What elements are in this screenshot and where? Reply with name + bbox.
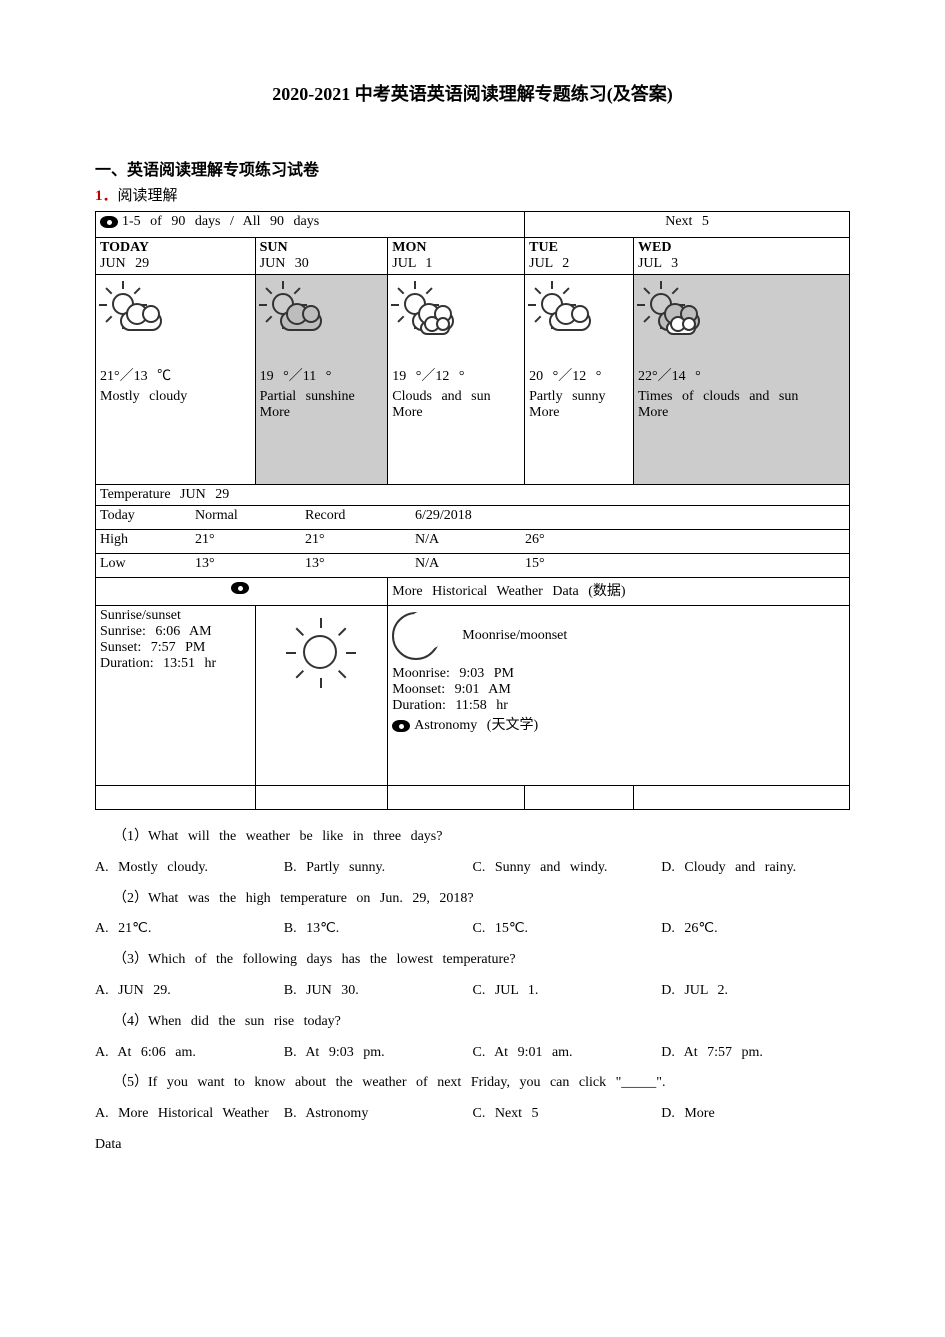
option: D. JUL 2.: [661, 976, 850, 1007]
item-label: 阅读理解: [118, 188, 178, 204]
empty-cell: [96, 786, 256, 810]
forecast-desc: Partial sunshine: [260, 389, 384, 405]
question-text: （3）Which of the following days has the l…: [95, 945, 850, 976]
option: A. More Historical Weather Data: [95, 1099, 284, 1161]
day-header-row: TODAYJUN 29 SUNJUN 30 MONJUL 1 TUEJUL 2 …: [96, 238, 850, 275]
temp-row-low: Low 13° 13° N/A 15°: [96, 554, 850, 578]
item-number: 1．: [95, 188, 118, 204]
temperature-section-title: Temperature JUN 29: [96, 485, 850, 506]
option: B. Astronomy: [284, 1099, 473, 1161]
forecast-row: 21°／13 ℃ Mostly cloudy 19 °／11 ° Partial…: [96, 275, 850, 485]
option: A. JUN 29.: [95, 976, 284, 1007]
more-link[interactable]: More: [638, 405, 845, 421]
question-options: A. At 6:06 am.B. At 9:03 pm.C. At 9:01 a…: [95, 1038, 850, 1069]
history-link[interactable]: More Historical Weather Data (数据): [388, 578, 850, 606]
forecast-desc: Clouds and sun: [392, 389, 520, 405]
day-head: TODAYJUN 29: [96, 238, 256, 275]
question-text: （5）If you want to know about the weather…: [95, 1068, 850, 1099]
option: D. 26℃.: [661, 914, 850, 945]
question-text: （2）What was the high temperature on Jun.…: [95, 884, 850, 915]
question-options: A. Mostly cloudy.B. Partly sunny.C. Sunn…: [95, 853, 850, 884]
tabs-next5[interactable]: Next 5: [525, 212, 850, 238]
option: B. JUN 30.: [284, 976, 473, 1007]
option: C. Sunny and windy.: [473, 853, 662, 884]
forecast-cell: 22°／14 ° Times of clouds and sun More: [633, 275, 849, 485]
question-options: A. JUN 29.B. JUN 30.C. JUL 1.D. JUL 2.: [95, 976, 850, 1007]
tabs-left-text: 1-5 of 90 days / All 90 days: [122, 214, 319, 229]
page-title: 2020-2021 中考英语英语阅读理解专题练习(及答案): [95, 80, 850, 106]
eye-icon: [231, 582, 249, 594]
option: A. 21℃.: [95, 914, 284, 945]
temp-row-high: High 21° 21° N/A 26°: [96, 530, 850, 554]
temp-text: 20 °／12 °: [529, 365, 629, 385]
option: C. Next 5: [473, 1099, 662, 1161]
more-link[interactable]: More: [260, 405, 384, 421]
more-link[interactable]: More: [529, 405, 629, 421]
question-text: （1）What will the weather be like in thre…: [95, 822, 850, 853]
weather-icon: [529, 281, 599, 351]
forecast-table: 1-5 of 90 days / All 90 days Next 5 TODA…: [95, 211, 850, 810]
option: B. 13℃.: [284, 914, 473, 945]
option: C. At 9:01 am.: [473, 1038, 662, 1069]
empty-cell: [525, 786, 634, 810]
temp-text: 19 °／12 °: [392, 365, 520, 385]
question-options: A. 21℃.B. 13℃.C. 15℃.D. 26℃.: [95, 914, 850, 945]
weather-icon: [100, 281, 170, 351]
astronomy-link[interactable]: Astronomy (天文学): [392, 714, 845, 734]
day-head: SUNJUN 30: [255, 238, 388, 275]
forecast-cell: 21°／13 ℃ Mostly cloudy: [96, 275, 256, 485]
option: B. At 9:03 pm.: [284, 1038, 473, 1069]
section-heading: 一、英语阅读理解专项练习试卷: [95, 156, 850, 180]
forecast-cell: 20 °／12 ° Partly sunny More: [525, 275, 634, 485]
more-link[interactable]: More: [392, 405, 520, 421]
eye-icon: [392, 720, 410, 732]
tabs-left[interactable]: 1-5 of 90 days / All 90 days: [96, 212, 525, 238]
temp-header-row: Today Normal Record 6/29/2018: [96, 506, 850, 530]
temp-text: 19 °／11 °: [260, 365, 384, 385]
weather-icon: [638, 281, 708, 351]
sun-icon: [286, 618, 356, 688]
forecast-desc: Mostly cloudy: [100, 389, 251, 405]
empty-cell: [388, 786, 525, 810]
option: D. More: [661, 1099, 850, 1161]
forecast-cell: 19 °／12 ° Clouds and sun More: [388, 275, 525, 485]
day-head: MONJUL 1: [388, 238, 525, 275]
question-options: A. More Historical Weather DataB. Astron…: [95, 1099, 850, 1161]
question-text: （4）When did the sun rise today?: [95, 1007, 850, 1038]
option: A. At 6:06 am.: [95, 1038, 284, 1069]
moon-cell: Moonrise/moonset Moonrise: 9:03 PM Moons…: [388, 606, 850, 786]
option: C. JUL 1.: [473, 976, 662, 1007]
empty-cell: [255, 786, 388, 810]
option: C. 15℃.: [473, 914, 662, 945]
weather-icon: [260, 281, 330, 351]
temp-text: 22°／14 °: [638, 365, 845, 385]
eye-icon: [100, 216, 118, 228]
option: D. Cloudy and rainy.: [661, 853, 850, 884]
moon-icon: [392, 612, 442, 662]
weather-icon: [392, 281, 462, 351]
temp-text: 21°／13 ℃: [100, 365, 251, 385]
forecast-desc: Times of clouds and sun: [638, 389, 845, 405]
history-icon-cell: [96, 578, 388, 606]
option: B. Partly sunny.: [284, 853, 473, 884]
sun-icon-cell: [255, 606, 388, 786]
option: D. At 7:57 pm.: [661, 1038, 850, 1069]
item-heading: 1．阅读理解: [95, 184, 850, 205]
empty-cell: [633, 786, 849, 810]
option: A. Mostly cloudy.: [95, 853, 284, 884]
day-head: WEDJUL 3: [633, 238, 849, 275]
sunrise-cell: Sunrise/sunset Sunrise: 6:06 AM Sunset: …: [96, 606, 256, 786]
forecast-cell: 19 °／11 ° Partial sunshine More: [255, 275, 388, 485]
forecast-desc: Partly sunny: [529, 389, 629, 405]
questions-block: （1）What will the weather be like in thre…: [95, 822, 850, 1161]
day-head: TUEJUL 2: [525, 238, 634, 275]
